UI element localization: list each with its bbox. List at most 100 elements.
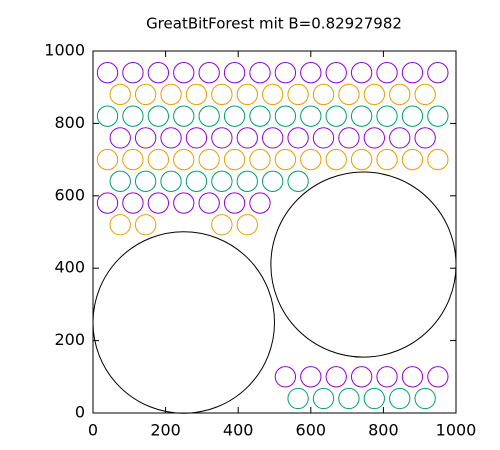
circle [274, 105, 297, 127]
chart-title: GreatBitForest mit B=0.82927982 [146, 15, 402, 33]
circle [350, 366, 373, 388]
circle [427, 148, 449, 171]
circle [325, 62, 347, 84]
plot-border [92, 50, 457, 414]
circle [287, 83, 309, 106]
x-tick-label: 400 [223, 421, 254, 440]
circle [312, 127, 335, 149]
circle [223, 192, 246, 214]
circle [223, 62, 246, 84]
y-tick-label: 1000 [44, 41, 85, 60]
circle [363, 83, 385, 106]
circle [262, 127, 284, 149]
circle [376, 148, 398, 171]
circle [414, 83, 436, 106]
circle [300, 148, 322, 171]
circle [262, 170, 284, 192]
circle [122, 148, 144, 171]
circle [147, 62, 170, 84]
circle [236, 83, 258, 106]
circle [109, 83, 131, 106]
circle [427, 62, 449, 84]
circle [173, 192, 195, 214]
circle [389, 83, 411, 106]
circle [122, 105, 144, 127]
circle [249, 62, 271, 84]
y-tick-label: 200 [54, 330, 85, 349]
circle [236, 127, 258, 149]
circle [109, 127, 131, 149]
circle [236, 214, 258, 236]
circle [223, 148, 246, 171]
circle [427, 105, 449, 127]
circle [109, 214, 131, 236]
circle [198, 148, 220, 171]
circle [147, 105, 170, 127]
circle [185, 170, 208, 192]
circle [287, 127, 309, 149]
circle [401, 366, 424, 388]
circle [134, 214, 157, 236]
circle [389, 127, 411, 149]
circle [173, 148, 195, 171]
circle [325, 105, 347, 127]
circle [287, 170, 309, 192]
circle [270, 171, 457, 358]
circle [312, 83, 335, 106]
circle [376, 366, 398, 388]
circle [300, 366, 322, 388]
y-tick-label: 600 [54, 185, 85, 204]
circle [198, 105, 220, 127]
circle [96, 148, 119, 171]
circle [249, 105, 271, 127]
circle [198, 192, 220, 214]
circle [376, 62, 398, 84]
circle [274, 148, 297, 171]
circle [92, 231, 275, 414]
circle [338, 83, 360, 106]
circle [211, 83, 233, 106]
circle [300, 105, 322, 127]
circle [414, 387, 436, 410]
circle [376, 105, 398, 127]
circle [134, 127, 157, 149]
circle [350, 62, 373, 84]
y-tick-label: 400 [54, 258, 85, 277]
circle [198, 62, 220, 84]
circle [338, 127, 360, 149]
y-tick-label: 0 [75, 403, 85, 422]
x-tick-label: 200 [150, 421, 181, 440]
circle [223, 105, 246, 127]
circle [350, 148, 373, 171]
circle [160, 83, 182, 106]
circle [312, 387, 335, 410]
circle [300, 62, 322, 84]
circle [389, 387, 411, 410]
circle [96, 105, 119, 127]
x-tick-label: 600 [296, 421, 327, 440]
circle [363, 387, 385, 410]
circle [147, 148, 170, 171]
circle [185, 127, 208, 149]
circle [401, 148, 424, 171]
circle [173, 62, 195, 84]
circle [363, 127, 385, 149]
circle [134, 170, 157, 192]
circle [338, 387, 360, 410]
circle [96, 192, 119, 214]
circle [427, 366, 449, 388]
circle [274, 62, 297, 84]
circle [325, 148, 347, 171]
circle [401, 105, 424, 127]
circle [173, 105, 195, 127]
circle [134, 83, 157, 106]
circle [160, 127, 182, 149]
circle [249, 148, 271, 171]
circle [122, 192, 144, 214]
circle [401, 62, 424, 84]
circle [109, 170, 131, 192]
x-tick-label: 800 [368, 421, 399, 440]
circle [211, 127, 233, 149]
